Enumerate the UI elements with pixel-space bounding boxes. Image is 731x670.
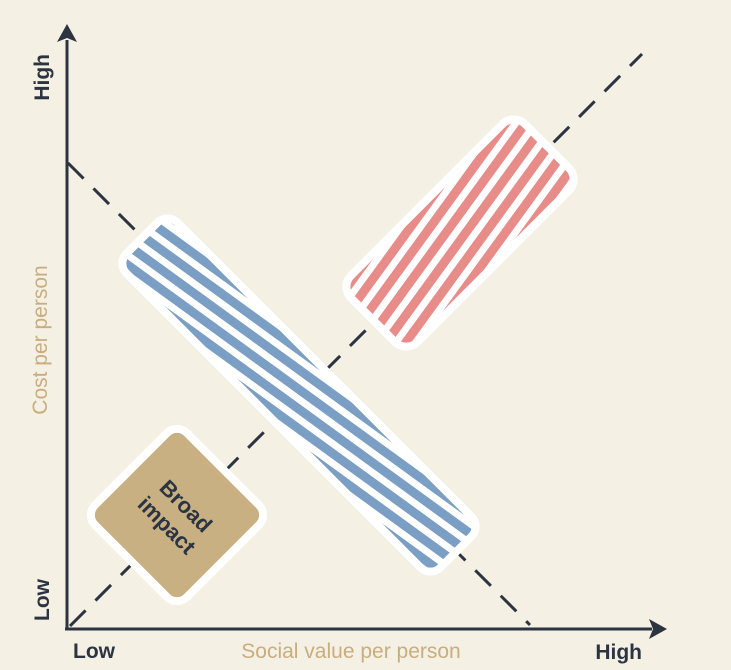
broad-impact-region (86, 424, 268, 606)
x-axis-title: Social value per person (241, 640, 460, 663)
blue-striped-region (118, 214, 480, 576)
y-axis-low-label: Low (31, 578, 54, 621)
x-axis-high-label: High (595, 641, 642, 664)
dashed-diagonal-rising (68, 52, 644, 628)
y-axis-high-label: High (31, 54, 54, 101)
y-axis-arrowhead (57, 24, 77, 42)
red-striped-region (342, 115, 578, 351)
x-axis-low-label: Low (73, 640, 116, 663)
y-axis-title: Cost per person (29, 265, 52, 414)
x-axis-arrowhead (649, 619, 667, 639)
